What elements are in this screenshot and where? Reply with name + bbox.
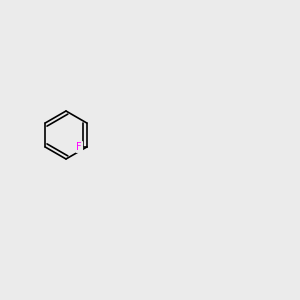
Text: F: F — [76, 142, 82, 152]
